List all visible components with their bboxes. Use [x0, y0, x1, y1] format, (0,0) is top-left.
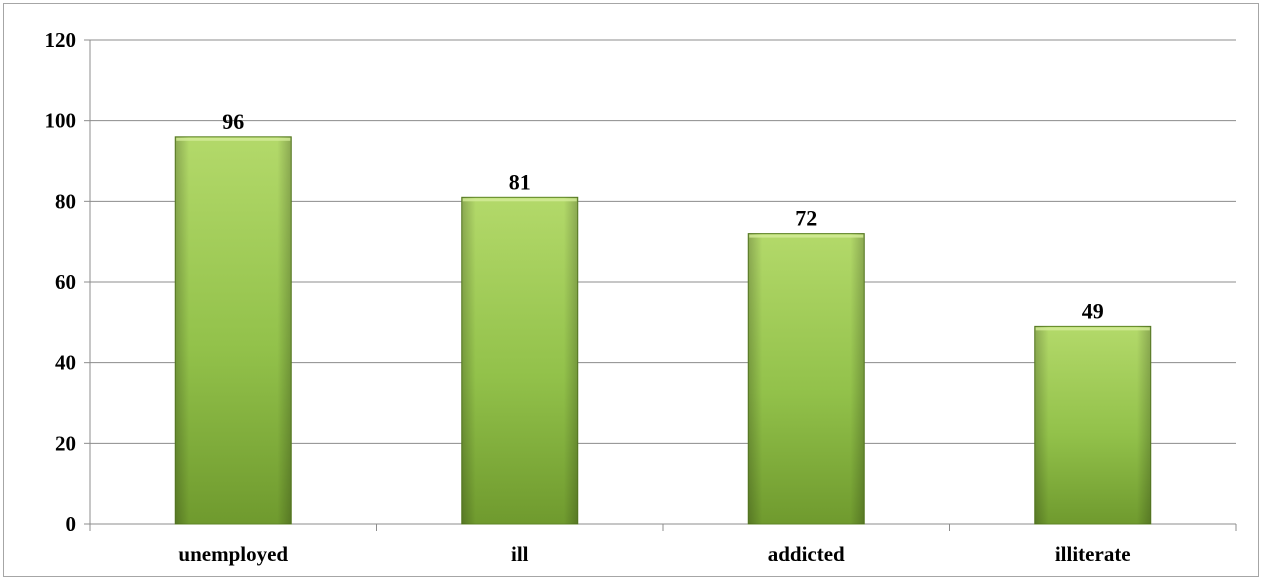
x-tick-label: addicted	[768, 542, 845, 566]
labels: 0 20 40 60 80 100 120 96 unemployed 81 ill 72 addict…	[45, 28, 1131, 566]
y-tick-label: 80	[55, 189, 76, 213]
bar-addicted	[747, 233, 865, 525]
bar-highlight	[1035, 327, 1150, 331]
bar-highlight	[176, 137, 291, 141]
data-label: 81	[509, 169, 531, 194]
bar-shading	[175, 136, 292, 525]
data-label: 49	[1082, 298, 1104, 323]
y-tick-label: 60	[55, 270, 76, 294]
bar-highlight	[462, 198, 577, 202]
x-tick-label: illiterate	[1055, 542, 1131, 566]
bars	[174, 136, 1152, 525]
x-tick-label: unemployed	[178, 542, 288, 566]
bar-illiterate	[1034, 325, 1152, 525]
x-tick-label: ill	[511, 542, 529, 566]
bar-unemployed	[174, 136, 292, 525]
data-label: 72	[795, 206, 817, 231]
bar-shading	[461, 197, 578, 525]
bar-shading	[1034, 326, 1151, 524]
y-tick-label: 0	[66, 512, 77, 536]
y-tick-label: 20	[55, 431, 76, 455]
bar-shading	[748, 233, 865, 524]
bar-ill	[461, 196, 579, 525]
y-tick-label: 100	[45, 109, 77, 133]
y-tick-label: 40	[55, 351, 76, 375]
bar-highlight	[749, 234, 864, 238]
y-tick-label: 120	[45, 28, 77, 52]
data-label: 96	[222, 109, 244, 134]
